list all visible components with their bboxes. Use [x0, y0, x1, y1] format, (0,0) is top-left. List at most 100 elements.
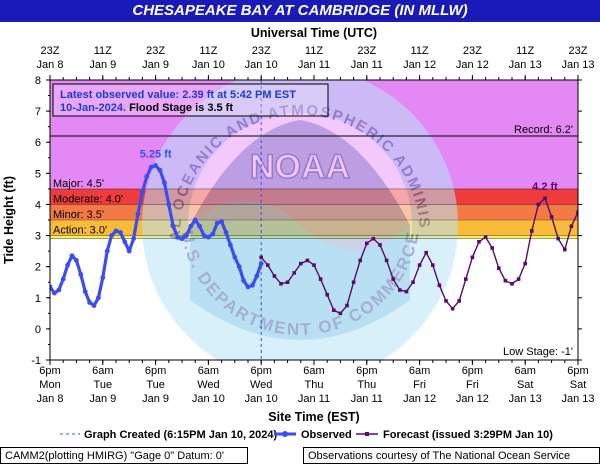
- observed-point: [113, 228, 119, 234]
- y-tick-label: -1: [31, 355, 41, 367]
- forecast-point: [259, 255, 263, 260]
- forecast-point: [477, 239, 481, 244]
- observed-point: [223, 230, 229, 235]
- x-tick-label-date: Jan 9: [142, 393, 169, 405]
- forecast-point: [411, 280, 415, 285]
- legend-observed-label: Observed: [301, 429, 352, 441]
- observed-point: [219, 219, 225, 224]
- x-tick-label-date: Jan 13: [509, 393, 542, 405]
- observed-point: [179, 236, 185, 242]
- x-tick-label-time: 6am: [92, 365, 113, 377]
- top-tick-label-date: Jan 10: [192, 59, 225, 71]
- legend-graph-created-label: Graph Created (6:15PM Jan 10, 2024): [84, 429, 278, 441]
- forecast-point: [318, 277, 323, 281]
- x-tick-label-day: Mon: [39, 379, 60, 391]
- forecast-point: [556, 236, 560, 241]
- observed-point: [87, 300, 92, 305]
- x-tick-label-date: Jan 11: [298, 393, 330, 405]
- observed-point: [250, 282, 255, 288]
- y-axis-title: Tide Height (ft): [2, 176, 16, 264]
- forecast-point: [398, 288, 402, 292]
- observed-point: [162, 180, 167, 186]
- chart-title: CHESAPEAKE BAY AT CAMBRIDGE (IN MLLW): [0, 0, 600, 22]
- forecast-point: [305, 258, 310, 263]
- observed-point: [118, 230, 123, 235]
- threshold-label: Action: 3.0': [53, 225, 107, 237]
- forecast-point: [497, 266, 501, 271]
- x-tick-label-time: 6pm: [39, 365, 60, 377]
- observed-point: [157, 167, 163, 173]
- observed-point: [201, 233, 207, 238]
- x-tick-label-time: 6pm: [356, 365, 377, 377]
- top-tick-label-date: Jan 9: [142, 59, 169, 71]
- forecast-point: [503, 278, 508, 283]
- y-tick-label: 4: [35, 199, 41, 211]
- forecast-point: [384, 258, 389, 263]
- observed-point: [148, 164, 154, 170]
- observed-point: [78, 272, 84, 277]
- observed-point: [210, 231, 216, 237]
- x-tick-label-date: Jan 12: [403, 393, 436, 405]
- footer-credit: Observations courtesy of The National Oc…: [303, 447, 600, 464]
- forecast-point: [450, 306, 455, 311]
- threshold-label: Major: 4.5': [53, 178, 104, 190]
- observed-point: [56, 287, 62, 293]
- observed-point: [214, 220, 220, 226]
- x-tick-label-day: Thu: [305, 379, 324, 391]
- x-tick-label-date: Jan 10: [192, 393, 225, 405]
- forecast-point: [272, 274, 277, 278]
- forecast-point: [457, 299, 461, 303]
- forecast-point: [543, 196, 547, 201]
- forecast-point: [569, 224, 574, 229]
- observed-point: [144, 174, 150, 179]
- observed-point: [140, 189, 145, 195]
- x-tick-label-time: 6am: [303, 365, 324, 377]
- observed-point: [109, 233, 114, 238]
- observed-point: [69, 253, 75, 259]
- top-tick-label-time: 11Z: [305, 45, 323, 57]
- top-tick-label-date: Jan 13: [509, 59, 542, 71]
- forecast-point: [365, 241, 369, 246]
- top-tick-label-time: 23Z: [41, 45, 60, 57]
- seal-center-text: NOAA: [250, 148, 350, 186]
- observed-point: [245, 284, 251, 290]
- top-tick-label-date: Jan 12: [403, 59, 436, 71]
- observed-point: [131, 236, 137, 242]
- observed-point: [184, 233, 189, 238]
- legend-observed-marker: [282, 431, 288, 437]
- info-line-1: Latest observed value: 2.39 ft at 5:42 P…: [60, 89, 296, 101]
- legend-forecast-label: Forecast (issued 3:29PM Jan 10): [383, 429, 553, 441]
- top-tick-label-time: 23Z: [146, 45, 165, 57]
- x-tick-label-day: Sat: [517, 379, 534, 391]
- forecast-point: [391, 277, 395, 281]
- observed-point: [100, 275, 106, 280]
- legend-forecast-marker: [365, 432, 369, 436]
- observed-point: [254, 273, 260, 279]
- observed-point: [91, 303, 97, 308]
- top-tick-label-time: 23Z: [569, 45, 588, 57]
- y-tick-label: 0: [35, 324, 41, 336]
- top-tick-label-date: Jan 10: [245, 59, 278, 71]
- observed-point: [206, 234, 211, 240]
- observed-point: [126, 248, 132, 254]
- footer-datum-info: CAMM2(plotting HMIRG) "Gage 0" Datum: 0': [0, 447, 248, 464]
- info-date: 10-Jan-2024.: [60, 102, 129, 114]
- observed-point: [135, 211, 141, 217]
- top-tick-label-date: Jan 11: [351, 59, 383, 71]
- top-tick-label-time: 11Z: [94, 45, 112, 57]
- forecast-point: [483, 235, 488, 239]
- top-tick-label-time: 23Z: [252, 45, 271, 57]
- x-tick-label-day: Tue: [146, 379, 165, 391]
- x-tick-label-date: Jan 13: [561, 393, 594, 405]
- top-tick-label-time: 11Z: [516, 45, 534, 57]
- peak-annotation: 4.2 ft: [532, 181, 558, 193]
- observed-point: [74, 258, 79, 263]
- forecast-point: [444, 299, 448, 303]
- forecast-point: [332, 308, 336, 313]
- top-axis-title: Universal Time (UTC): [251, 26, 377, 40]
- y-tick-label: 6: [35, 137, 41, 149]
- forecast-point: [371, 236, 376, 241]
- observed-point: [192, 217, 198, 223]
- x-tick-label-time: 6pm: [567, 365, 588, 377]
